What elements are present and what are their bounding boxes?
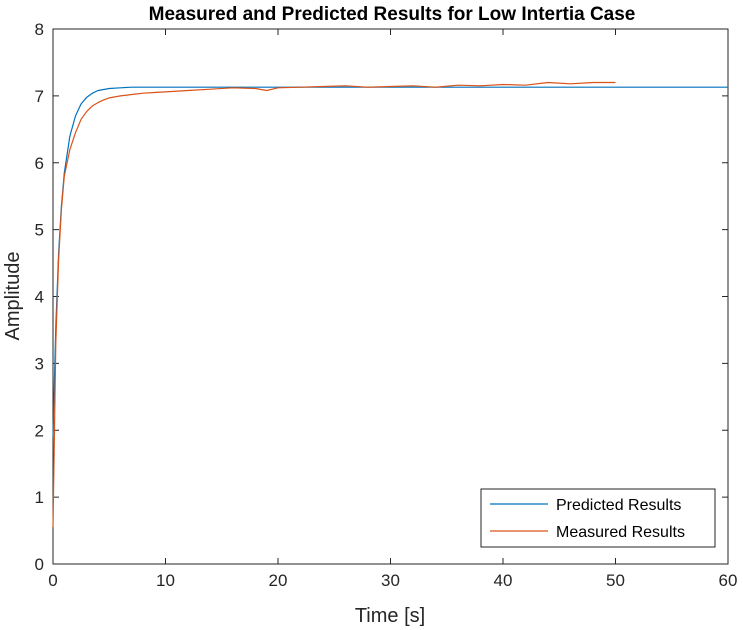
x-tick-label: 40 bbox=[494, 571, 513, 590]
chart-title: Measured and Predicted Results for Low I… bbox=[149, 4, 636, 25]
x-tick-label: 10 bbox=[156, 571, 175, 590]
x-tick-label: 60 bbox=[719, 571, 738, 590]
legend-label-predicted: Predicted Results bbox=[556, 497, 681, 514]
x-tick-label: 50 bbox=[606, 571, 625, 590]
y-tick-label: 0 bbox=[35, 555, 44, 574]
y-tick-label: 7 bbox=[35, 87, 44, 106]
y-tick-label: 2 bbox=[35, 421, 44, 440]
legend-box bbox=[480, 488, 716, 548]
y-axis: 0 1 2 3 4 5 6 7 8 bbox=[35, 20, 728, 574]
series-layer bbox=[52, 81, 728, 528]
x-tick-label: 0 bbox=[48, 571, 57, 590]
x-axis-label: Time [s] bbox=[355, 605, 425, 627]
y-tick-label: 1 bbox=[35, 488, 44, 507]
x-axis: 0 10 20 30 40 50 60 bbox=[48, 29, 737, 590]
x-tick-label: 20 bbox=[269, 571, 288, 590]
y-tick-label: 8 bbox=[35, 20, 44, 39]
plot-area bbox=[52, 28, 729, 565]
legend: Predicted Results Measured Results bbox=[480, 488, 716, 548]
y-tick-label: 5 bbox=[35, 221, 44, 240]
series-line-measured bbox=[52, 81, 616, 528]
legend-label-measured: Measured Results bbox=[556, 524, 685, 541]
y-axis-label: Amplitude bbox=[2, 252, 24, 341]
x-tick-label: 30 bbox=[381, 571, 400, 590]
y-tick-label: 4 bbox=[35, 288, 44, 307]
y-tick-label: 6 bbox=[35, 154, 44, 173]
y-tick-label: 3 bbox=[35, 354, 44, 373]
